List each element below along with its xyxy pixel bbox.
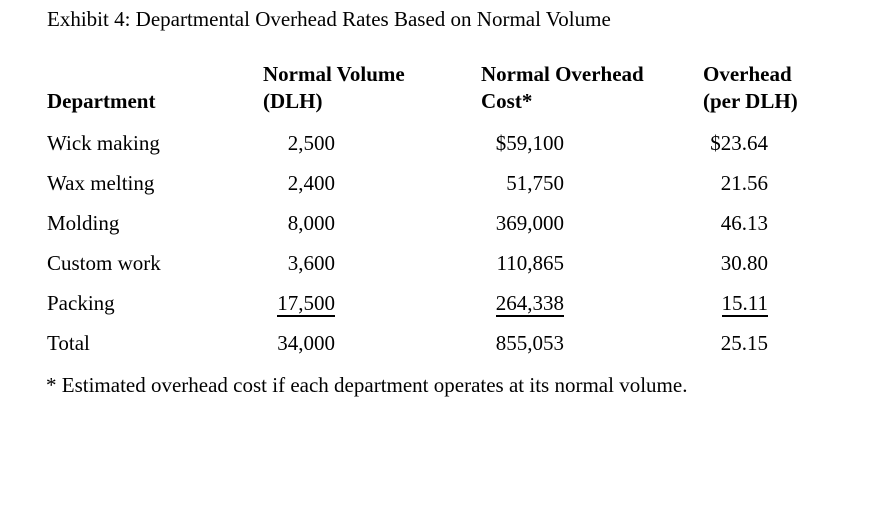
header-overhead-rate: Overhead (per DLH) [703, 61, 863, 115]
table-row-packing: Packing 17,500 264,338 15.11 [47, 283, 863, 323]
header-overhead-rate-line1: Overhead [703, 62, 792, 86]
cell-overhead-rate: 25.15 [720, 331, 768, 355]
header-overhead-rate-line2: (per DLH) [703, 89, 798, 113]
cell-overhead-rate: 21.56 [720, 171, 768, 195]
cell-department: Wick making [47, 131, 160, 155]
exhibit-title: Exhibit 4: Departmental Overhead Rates B… [47, 7, 611, 31]
cell-overhead-cost: 110,865 [496, 251, 564, 275]
underlined-value: 264,338 [495, 291, 564, 317]
cell-normal-volume: 3,600 [287, 251, 335, 275]
cell-normal-volume: 17,500 [263, 283, 481, 323]
cell-overhead-cost: 51,750 [506, 171, 564, 195]
cell-normal-volume: 34,000 [277, 331, 335, 355]
cell-normal-volume: 8,000 [287, 211, 335, 235]
cell-overhead-rate: $23.64 [710, 131, 768, 155]
header-normal-volume: Normal Volume (DLH) [263, 61, 481, 115]
cell-normal-volume: 2,500 [287, 131, 335, 155]
cell-department: Total [47, 331, 90, 355]
table-row-wax-melting: Wax melting 2,400 51,750 21.56 [47, 163, 863, 203]
cell-overhead-rate: 15.11 [703, 283, 863, 323]
table-row-custom-work: Custom work 3,600 110,865 30.80 [47, 243, 863, 283]
header-overhead-cost: Normal Overhead Cost* [481, 61, 703, 115]
table-footnote: * Estimated overhead cost if each depart… [46, 373, 688, 397]
cell-overhead-rate: 46.13 [720, 211, 768, 235]
cell-overhead-cost: 855,053 [495, 331, 564, 355]
cell-overhead-cost: 369,000 [495, 211, 564, 235]
cell-department: Custom work [47, 251, 161, 275]
cell-overhead-cost: $59,100 [495, 131, 564, 155]
header-normal-volume-line1: Normal Volume [263, 62, 405, 86]
header-department-line1 [47, 61, 263, 88]
underlined-value: 15.11 [721, 291, 768, 317]
table-row-total: Total 34,000 855,053 25.15 [47, 323, 863, 363]
table-body: Wick making 2,500 $59,100 $23.64 Wax mel… [47, 123, 863, 363]
cell-overhead-rate: 30.80 [720, 251, 768, 275]
cell-department: Packing [47, 291, 115, 315]
underlined-value: 17,500 [277, 291, 335, 317]
cell-overhead-cost: 264,338 [481, 283, 703, 323]
cell-department: Molding [47, 211, 120, 235]
header-department-line2: Department [47, 89, 156, 113]
table-row-wick-making: Wick making 2,500 $59,100 $23.64 [47, 123, 863, 163]
table-header-row: Department Normal Volume (DLH) Normal Ov… [47, 61, 863, 115]
cell-normal-volume: 2,400 [287, 171, 335, 195]
header-department: Department [47, 61, 263, 115]
table-row-molding: Molding 8,000 369,000 46.13 [47, 203, 863, 243]
header-overhead-cost-line2: Cost* [481, 89, 533, 113]
header-normal-volume-line2: (DLH) [263, 89, 323, 113]
cell-department: Wax melting [47, 171, 155, 195]
header-overhead-cost-line1: Normal Overhead [481, 62, 644, 86]
